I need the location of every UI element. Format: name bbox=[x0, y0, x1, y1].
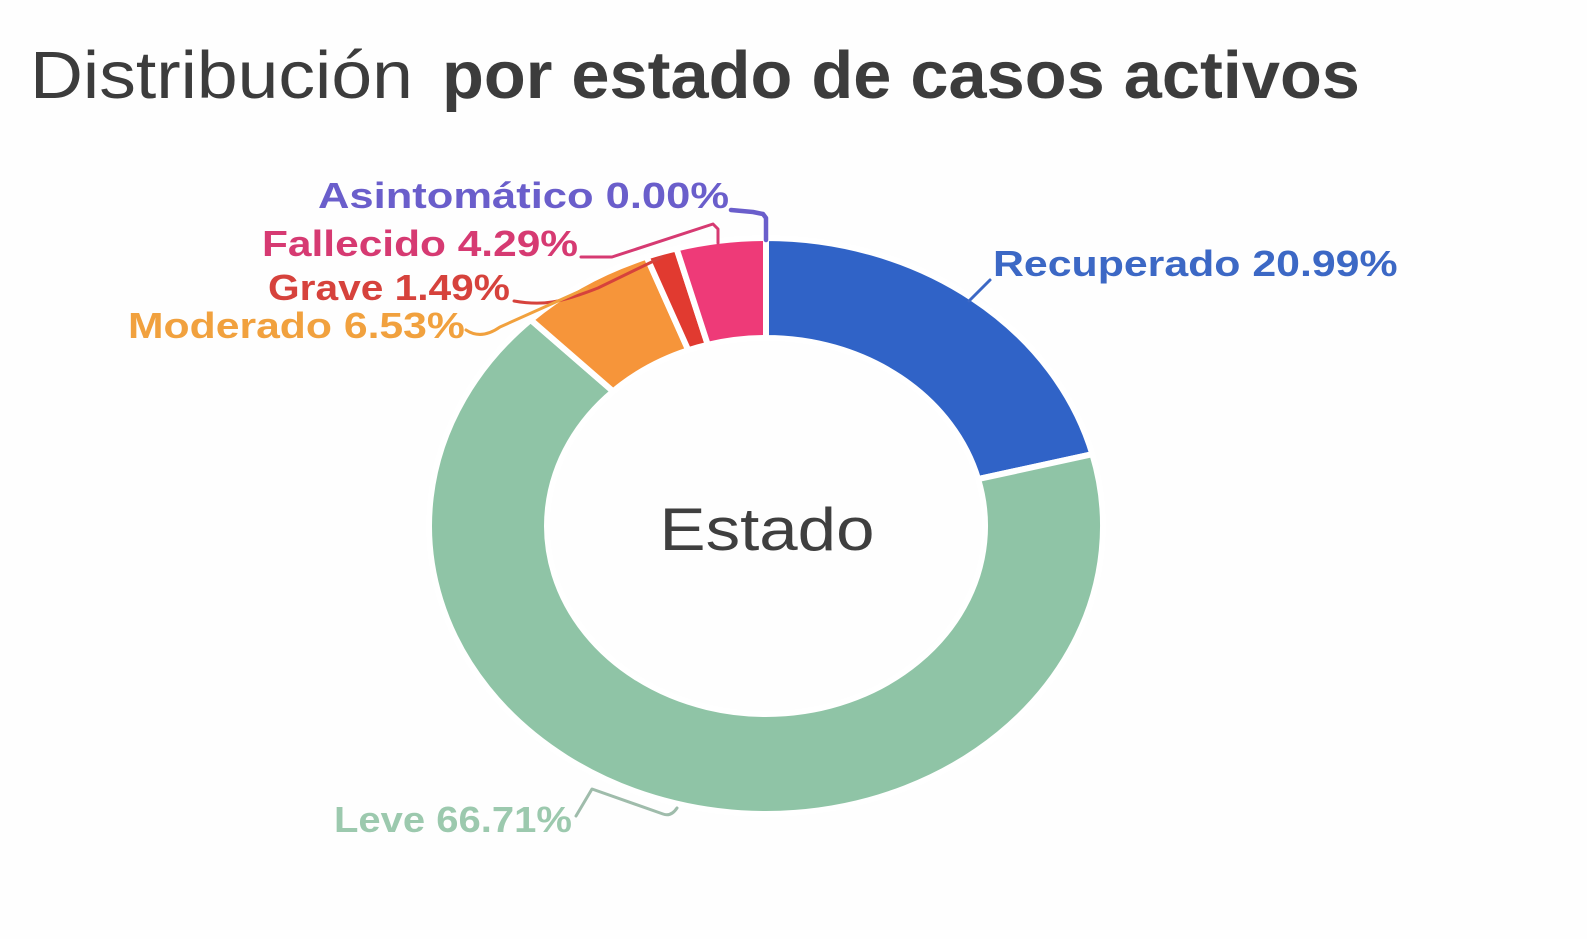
svg-text:Fallecido 4.29%: Fallecido 4.29% bbox=[262, 224, 578, 264]
svg-text:por estado de casos activos: por estado de casos activos bbox=[442, 39, 1360, 113]
svg-text:Estado: Estado bbox=[660, 495, 875, 563]
svg-text:Recuperado 20.99%: Recuperado 20.99% bbox=[993, 244, 1398, 284]
svg-text:Moderado 6.53%: Moderado 6.53% bbox=[128, 306, 465, 346]
svg-text:Leve 66.71%: Leve 66.71% bbox=[334, 801, 572, 841]
svg-text:Distribución: Distribución bbox=[30, 37, 413, 112]
svg-text:Asintomático 0.00%: Asintomático 0.00% bbox=[318, 176, 729, 216]
svg-text:Grave 1.49%: Grave 1.49% bbox=[268, 268, 510, 308]
